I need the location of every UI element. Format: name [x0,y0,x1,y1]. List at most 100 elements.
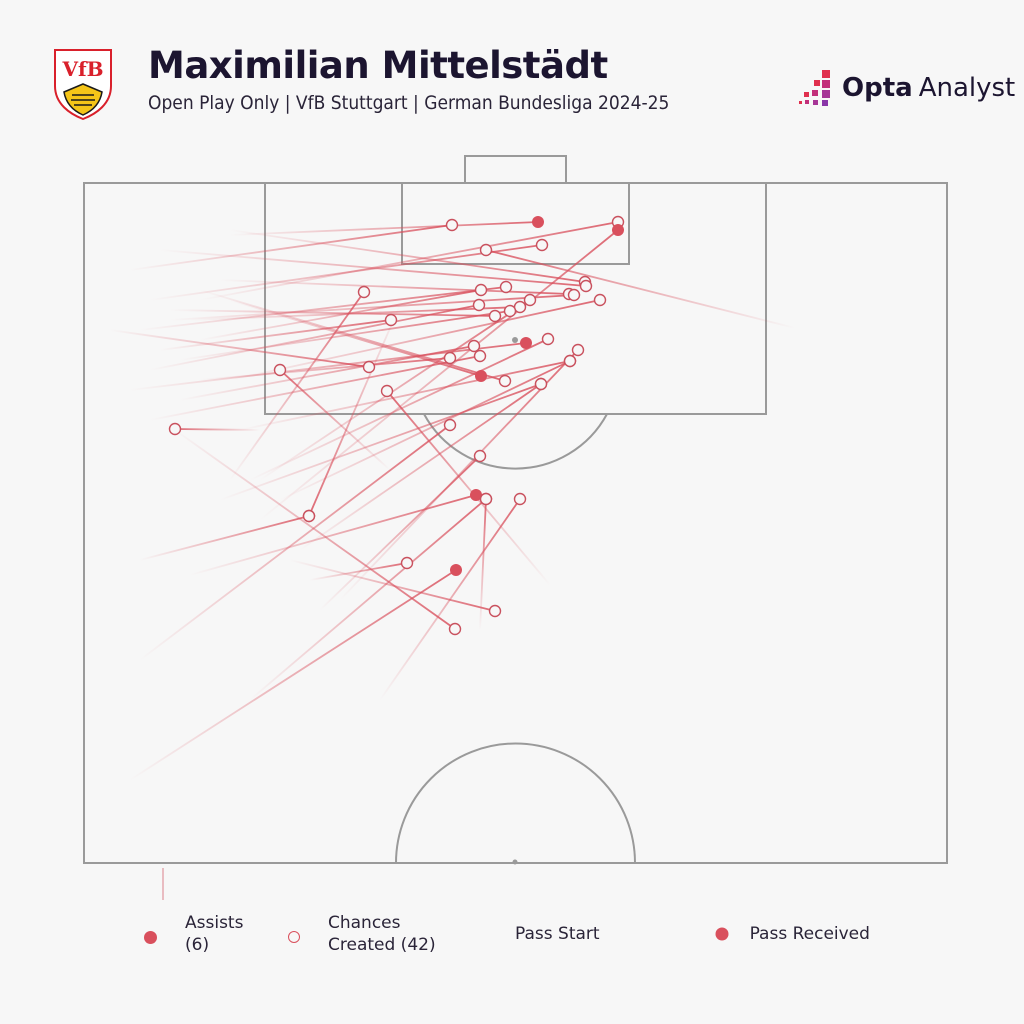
page-title: Maximilian Mittelstädt [148,44,608,87]
pass-line [169,309,496,317]
vfb-stuttgart-crest-icon: VfB [54,49,112,120]
pass-line [139,424,451,661]
pass-line [199,289,506,382]
pass-line [289,559,496,612]
pass-line [259,299,531,481]
chance-point [479,243,493,257]
pass-line [239,360,571,431]
assist-point [532,216,544,228]
pass-line [339,349,579,601]
chance-point [473,449,487,463]
chance-point [513,492,527,506]
pass-line [485,249,796,329]
pass-received-label: Pass Received [749,924,870,944]
chance-point [302,509,316,523]
pass-line [149,355,481,421]
pass-line [139,286,507,331]
assists-count: (6) [185,935,210,955]
legend-pass-direction: Pass Start Pass Received [515,924,870,944]
brand-opta: Opta [842,73,913,103]
assist-point [470,489,482,501]
pass-line [129,569,457,781]
chance-point [474,283,488,297]
pass-line [199,221,619,301]
chance-point [523,293,537,307]
pass-lines [109,221,796,781]
chance-point [567,288,581,302]
chance-point [488,309,502,323]
pass-line [229,221,539,236]
pass-direction-line-icon [607,927,729,941]
assist-point [612,224,624,236]
chance-point [593,293,607,307]
pass-line [179,345,475,401]
chance-point [535,238,549,252]
chance-point [579,279,593,293]
chance-point [541,332,555,346]
pass-line [129,224,453,271]
pass-line [149,244,543,301]
chance-point [534,377,548,391]
chance-point [443,351,457,365]
pass-line [219,383,542,501]
pass-line [169,294,575,321]
pass-line [219,279,570,295]
chance-point [445,218,459,232]
chance-point [503,304,517,318]
opta-analyst-logo: Opta Analyst [798,68,1015,108]
assists-label: Assists [185,913,244,933]
pass-line [174,428,261,431]
penalty-spot [512,337,518,343]
open-dot-icon [288,931,300,943]
pass-line [174,429,456,630]
pass-line [199,289,482,341]
assist-point [475,370,487,382]
pass-line [299,383,542,551]
pass-line [159,319,392,351]
pass-line [308,304,401,517]
pass-line [109,329,370,368]
legend-chances: Chances Created (42) [288,912,436,956]
chance-point [563,354,577,368]
chance-point [400,556,414,570]
svg-text:VfB: VfB [61,57,103,81]
pass-line [309,562,408,581]
pass-line [229,229,586,283]
centre-spot [512,859,518,865]
subtitle: Open Play Only | VfB Stuttgart | German … [148,92,670,114]
legend-assists: Assists (6) [144,912,243,956]
pass-line [386,390,551,586]
assist-point [450,564,462,576]
opta-pixel-bars-icon [799,70,830,106]
pass-line [229,299,601,381]
chance-point [273,363,287,377]
pass-line [159,249,587,287]
pass-line [139,515,310,561]
pass-line [149,304,480,371]
brand-analyst: Analyst [918,73,1016,103]
chance-point [168,422,182,436]
chance-point [362,360,376,374]
chances-count: Created (42) [328,935,436,955]
pass-line [279,369,391,471]
pass-line [229,299,482,377]
chance-point [443,418,457,432]
chance-point [479,492,493,506]
chance-point [357,285,371,299]
pass-line [199,357,451,381]
chance-point [488,604,502,618]
chance-point [448,622,462,636]
chance-point [384,313,398,327]
pass-line [249,498,487,701]
pass-line [249,338,549,481]
legend: Assists (6) Chances Created (42) Pass St… [0,912,1024,972]
assist-point [520,337,532,349]
chance-point [472,298,486,312]
chance-point [473,349,487,363]
chance-point [571,343,585,357]
chance-point [498,374,512,388]
chance-point [499,280,513,294]
chances-label: Chances [328,913,401,933]
pass-line [129,342,527,391]
